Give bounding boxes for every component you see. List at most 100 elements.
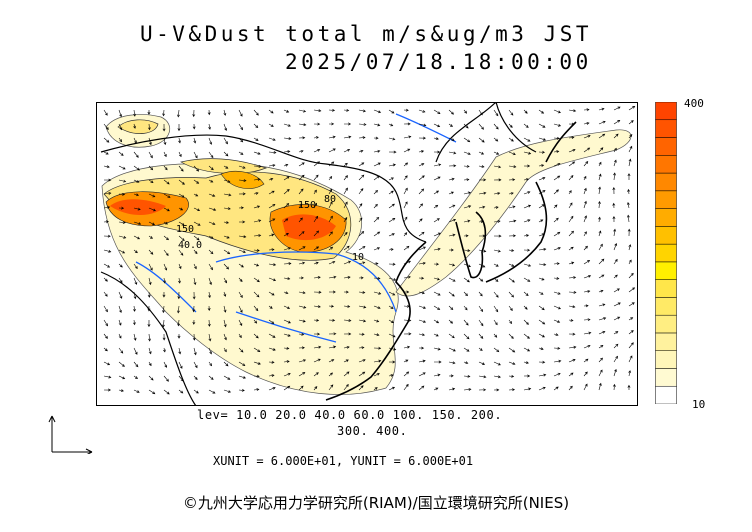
wind-arrow: [103, 191, 112, 195]
wind-arrow: [373, 216, 380, 223]
wind-arrow: [358, 319, 367, 323]
wind-arrow: [268, 319, 275, 324]
wind-arrow: [478, 249, 487, 253]
wind-arrow: [177, 319, 181, 327]
wind-arrow: [358, 162, 365, 167]
wind-arrow: [553, 123, 562, 127]
wind-arrow: [162, 319, 166, 328]
wind-arrow: [208, 333, 212, 342]
wind-arrow: [313, 290, 322, 294]
wind-arrow: [388, 347, 397, 351]
wind-arrow: [463, 319, 469, 326]
contour-label: 150: [298, 200, 316, 211]
wind-arrow: [583, 245, 588, 251]
wind-arrow: [343, 260, 352, 265]
wind-arrow: [178, 249, 184, 256]
wind-arrow: [508, 333, 514, 339]
wind-arrow: [568, 318, 574, 322]
wind-arrow: [178, 277, 181, 284]
wind-arrow: [373, 319, 380, 323]
wind-arrow: [193, 389, 199, 394]
wind-arrow: [163, 235, 169, 241]
wind-arrow: [148, 249, 154, 255]
wind-arrow: [403, 135, 412, 139]
wind-arrow: [103, 123, 109, 130]
wind-arrow: [448, 164, 457, 168]
wind-arrow: [418, 123, 427, 127]
wind-arrow: [598, 161, 602, 167]
wind-arrow: [403, 275, 411, 279]
contour-label: 150: [176, 224, 194, 235]
colorbar-swatch: [655, 332, 677, 351]
wind-arrow: [478, 109, 483, 116]
wind-arrow: [208, 165, 214, 171]
wind-arrow: [103, 375, 112, 379]
wind-arrow: [493, 191, 501, 195]
contour-label: 80: [324, 194, 336, 205]
wind-arrow: [298, 261, 306, 265]
wind-arrow: [538, 386, 546, 391]
wind-arrow: [388, 386, 396, 391]
wind-arrow: [523, 305, 528, 310]
wind-arrow: [388, 319, 394, 324]
wind-arrow: [208, 249, 214, 255]
wind-arrow: [328, 201, 333, 209]
wind-arrow: [403, 216, 408, 223]
wind-arrow: [598, 369, 603, 377]
wind-arrow: [163, 165, 168, 171]
wind-arrow: [358, 371, 366, 377]
wind-arrow: [193, 277, 197, 286]
wind-arrow: [463, 234, 469, 238]
wind-arrow: [328, 161, 335, 167]
wind-arrow: [448, 347, 456, 352]
wind-arrow: [238, 179, 247, 182]
wind-arrow: [283, 346, 290, 350]
wind-arrow: [463, 263, 471, 268]
wind-arrow: [253, 263, 260, 267]
wind-arrow: [163, 193, 171, 198]
wind-arrow: [568, 202, 573, 209]
wind-arrow: [433, 190, 440, 195]
wind-arrow: [613, 159, 617, 167]
wind-arrow: [613, 243, 618, 251]
wind-arrow: [283, 319, 291, 324]
wind-arrow: [553, 109, 561, 114]
wind-arrow: [553, 372, 561, 377]
wind-arrow: [133, 193, 140, 197]
wind-arrow: [253, 205, 261, 209]
wind-arrow: [388, 262, 396, 266]
wind-arrow: [523, 291, 529, 296]
wind-arrow: [433, 305, 441, 310]
wind-arrow: [133, 165, 140, 171]
wind-arrow: [313, 261, 319, 265]
wind-arrow: [223, 207, 231, 211]
wind-arrow: [538, 123, 546, 128]
wind-arrow: [328, 188, 333, 195]
wind-arrow: [583, 121, 590, 125]
wind-arrow: [118, 333, 122, 339]
wind-arrow: [538, 347, 544, 351]
wind-arrow: [463, 291, 468, 297]
wind-arrow: [388, 137, 396, 141]
wind-arrow: [463, 333, 470, 340]
wind-arrow: [448, 151, 457, 155]
wind-arrow: [433, 291, 441, 296]
wind-arrow: [613, 343, 619, 349]
wind-arrow: [253, 333, 259, 339]
wind-arrow: [388, 109, 395, 114]
wind-arrow: [192, 109, 196, 118]
wind-arrow: [103, 291, 108, 297]
wind-arrow: [478, 319, 484, 327]
wind-arrow: [448, 218, 457, 223]
wind-arrow: [178, 361, 183, 369]
wind-arrow: [163, 389, 170, 395]
wind-arrow: [598, 120, 606, 125]
wind-arrow: [583, 358, 589, 363]
wind-arrow: [343, 201, 348, 209]
wind-arrow: [163, 151, 167, 158]
wind-arrow: [253, 388, 260, 392]
wind-arrow: [508, 388, 516, 392]
wind-arrow: [553, 305, 562, 310]
wind-arrow: [418, 385, 425, 391]
wind-arrow: [283, 372, 291, 377]
